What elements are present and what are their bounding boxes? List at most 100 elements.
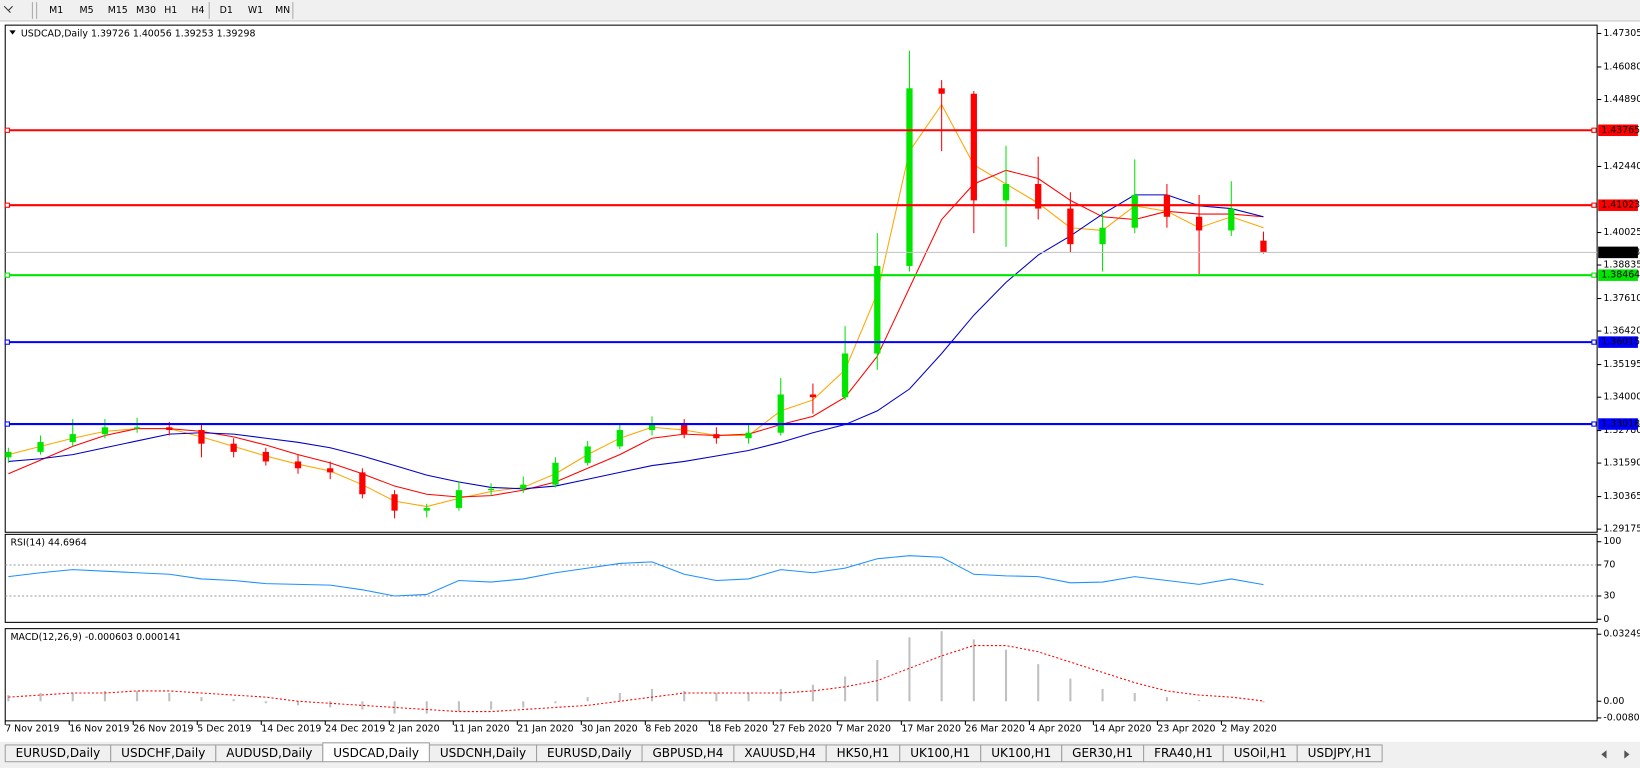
level-handle[interactable]: [1591, 202, 1597, 208]
level-handle[interactable]: [1591, 339, 1597, 345]
macd-panel: [4, 628, 1598, 722]
tab-label[interactable]: USDCHF,Daily: [121, 746, 205, 760]
open-value: 1.39726: [91, 28, 130, 39]
date-label: 7 Nov 2019: [5, 724, 59, 735]
tab-label[interactable]: AUDUSD,Daily: [226, 746, 312, 760]
candle-body: [745, 432, 752, 439]
candle-body: [1195, 216, 1203, 231]
date-label: 8 Feb 2020: [645, 724, 698, 735]
close-value: 1.39298: [217, 28, 256, 39]
tab[interactable]: EURUSD,Daily: [4, 744, 112, 763]
date-label: 5 Dec 2019: [197, 724, 251, 735]
level-handle[interactable]: [1591, 127, 1597, 133]
macd-tick-label: -0.008086: [1603, 712, 1640, 723]
timeframe-button[interactable]: M15: [108, 5, 128, 16]
timeframe-button[interactable]: H1: [164, 5, 177, 16]
tab-label[interactable]: UK100,H1: [910, 746, 970, 760]
date-label: 24 Dec 2019: [325, 724, 385, 735]
tab-label[interactable]: GBPUSD,H4: [653, 746, 724, 760]
rsi-panel: [4, 533, 1598, 623]
y-tick-label: 1.38835: [1603, 260, 1640, 271]
tab-label[interactable]: GER30,H1: [1072, 746, 1133, 760]
tab[interactable]: FRA40,H1: [1143, 744, 1224, 763]
timeframe-button[interactable]: M30: [136, 5, 156, 16]
y-tick-label: 1.37610: [1603, 293, 1640, 304]
price-panel: [4, 24, 1598, 533]
timeframe-button[interactable]: D1: [220, 5, 233, 16]
tab[interactable]: USDCHF,Daily: [110, 744, 217, 763]
level-label: 1.41023: [1601, 200, 1640, 211]
candle-body: [455, 490, 463, 508]
rsi-tick-label: 100: [1603, 536, 1621, 547]
timeframe-button[interactable]: W1: [248, 5, 263, 16]
y-tick-label: 1.29175: [1603, 524, 1640, 535]
tab[interactable]: GER30,H1: [1061, 744, 1145, 763]
rsi-header: RSI(14) 44.6964: [10, 537, 86, 548]
rsi-line: [8, 555, 1264, 597]
date-label: 23 Apr 2020: [1157, 724, 1215, 735]
toolbar: [0, 0, 1640, 21]
timeframe-button[interactable]: M1: [49, 5, 63, 16]
tab-label[interactable]: USDCAD,Daily: [333, 746, 419, 760]
tab[interactable]: USDCNH,Daily: [428, 744, 538, 763]
candle-body: [938, 88, 945, 94]
macd-header: MACD(12,26,9) -0.000603 0.000141: [10, 632, 180, 643]
level-label: 1.38464: [1601, 270, 1640, 281]
y-tick-label: 1.44890: [1603, 94, 1640, 105]
tab[interactable]: GBPUSD,H4: [641, 744, 735, 763]
level-label: 1.33018: [1601, 419, 1640, 430]
candle-body: [681, 424, 688, 435]
high-value: 1.40056: [133, 28, 172, 39]
tab[interactable]: USDCAD,Daily: [322, 742, 430, 763]
collapse-icon[interactable]: [9, 30, 16, 35]
candle-body: [37, 442, 44, 452]
tool-icon[interactable]: [3, 5, 13, 13]
tab-label[interactable]: UK100,H1: [991, 746, 1051, 760]
candle-body: [166, 427, 173, 431]
y-tick-label: 1.30365: [1603, 491, 1640, 502]
tab[interactable]: AUDUSD,Daily: [215, 744, 324, 763]
tab[interactable]: HK50,H1: [825, 744, 901, 763]
tab-label[interactable]: USOil,H1: [1234, 746, 1287, 760]
level-handle[interactable]: [1591, 421, 1597, 427]
candle-body: [616, 430, 623, 447]
tab[interactable]: USOil,H1: [1222, 744, 1298, 763]
level-handle[interactable]: [1591, 272, 1597, 278]
candle-body: [230, 443, 237, 452]
candle-body: [1035, 183, 1042, 209]
tab[interactable]: UK100,H1: [980, 744, 1063, 763]
level-label: 1.36015: [1601, 337, 1640, 348]
tab-label[interactable]: FRA40,H1: [1154, 746, 1213, 760]
candle-body: [906, 88, 913, 266]
date-label: 2 May 2020: [1221, 724, 1276, 735]
level-label: 1.43765: [1601, 125, 1640, 136]
timeframe-button[interactable]: H4: [191, 5, 204, 16]
tab[interactable]: USDJPY,H1: [1296, 744, 1383, 763]
tab-label[interactable]: USDJPY,H1: [1308, 746, 1372, 760]
tab-label[interactable]: HK50,H1: [837, 746, 890, 760]
candle-body: [874, 265, 881, 354]
tab-label[interactable]: XAUUSD,H4: [744, 746, 815, 760]
timeframe-button[interactable]: M5: [79, 5, 93, 16]
tab-label[interactable]: EURUSD,Daily: [547, 746, 632, 760]
date-label: 26 Mar 2020: [965, 724, 1025, 735]
date-label: 21 Jan 2020: [517, 724, 573, 735]
level-handle[interactable]: [4, 127, 10, 133]
tab-label[interactable]: EURUSD,Daily: [16, 746, 101, 760]
moving-average: [8, 194, 1264, 490]
macd-main-value: -0.000603: [85, 632, 133, 643]
candle-body: [198, 430, 205, 444]
tab[interactable]: XAUUSD,H4: [733, 744, 827, 763]
tab-label[interactable]: USDCNH,Daily: [440, 746, 526, 760]
level-handle[interactable]: [4, 202, 10, 208]
candle-body: [327, 468, 334, 473]
level-handle[interactable]: [4, 421, 10, 427]
tab[interactable]: UK100,H1: [899, 744, 982, 763]
timeframe-button[interactable]: MN: [275, 5, 290, 16]
level-handle[interactable]: [4, 272, 10, 278]
level-label-box: [1598, 418, 1638, 430]
level-handle[interactable]: [4, 339, 10, 345]
tab[interactable]: EURUSD,Daily: [536, 744, 643, 763]
date-label: 11 Jan 2020: [453, 724, 509, 735]
